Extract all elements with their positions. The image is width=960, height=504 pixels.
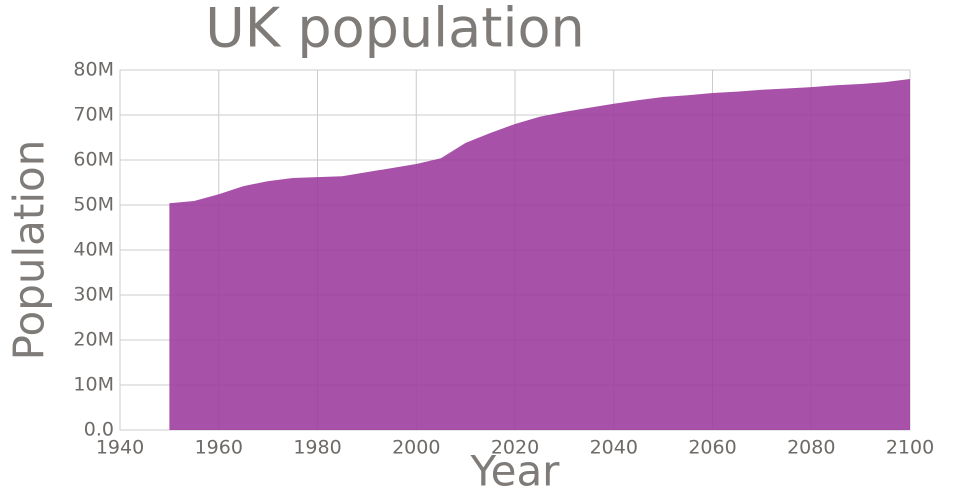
y-tick-label: 40M [73, 239, 114, 261]
x-tick-label: 2100 [886, 437, 934, 459]
y-tick-label: 20M [73, 329, 114, 351]
y-tick-label: 70M [73, 104, 114, 126]
y-tick-label: 50M [73, 194, 114, 216]
x-tick-label: 1940 [96, 437, 144, 459]
y-tick-label: 30M [73, 284, 114, 306]
x-tick-label: 2060 [688, 437, 736, 459]
y-tick-label: 10M [73, 374, 114, 396]
x-tick-label: 2040 [590, 437, 638, 459]
chart-title: UK population [205, 0, 584, 60]
y-tick-label: 80M [73, 59, 114, 81]
y-tick-label: 0.0 [84, 419, 114, 441]
x-tick-label: 2080 [787, 437, 835, 459]
y-tick-label: 60M [73, 149, 114, 171]
x-axis-label: Year [470, 447, 561, 496]
y-axis-label: Population [5, 140, 54, 361]
x-tick-label: 1980 [293, 437, 341, 459]
x-tick-label: 2020 [491, 437, 539, 459]
x-tick-label: 2000 [392, 437, 440, 459]
x-tick-label: 1960 [195, 437, 243, 459]
area [169, 79, 910, 430]
